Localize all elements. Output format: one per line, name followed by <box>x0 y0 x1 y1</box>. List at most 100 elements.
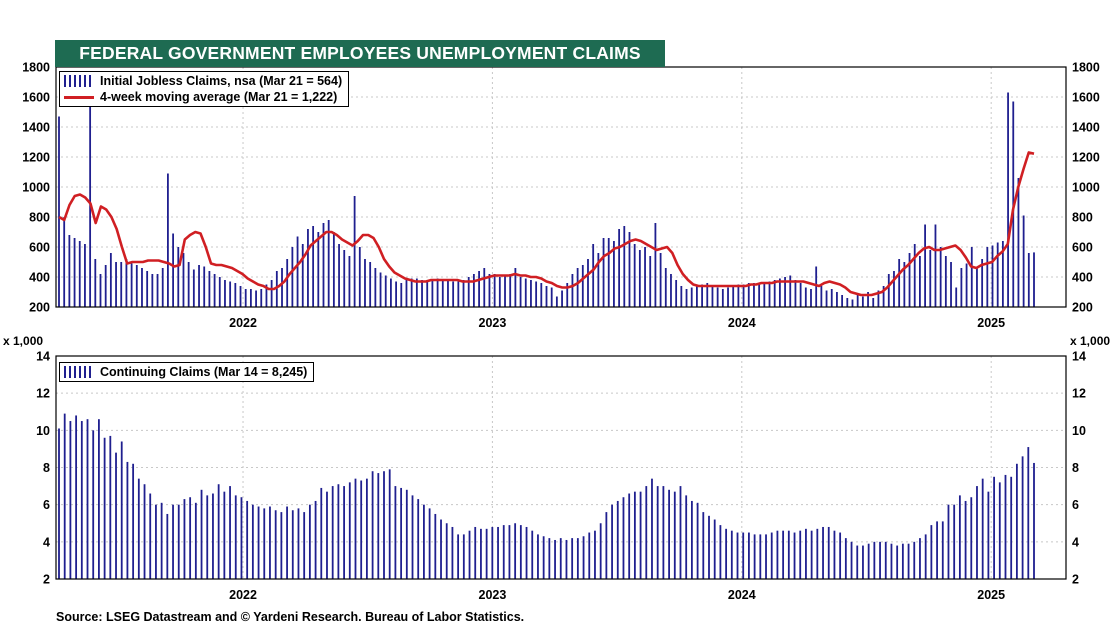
continuing-claims-bar <box>98 419 100 579</box>
initial-claims-bar <box>758 284 761 307</box>
continuing-claims-bar <box>314 500 317 579</box>
initial-claims-bar <box>820 286 823 307</box>
continuing-claims-bar <box>588 532 591 579</box>
initial-claims-bar <box>851 299 854 307</box>
plot-frame <box>55 355 1067 580</box>
initial-claims-bar <box>955 287 958 307</box>
initial-claims-bar <box>130 263 133 307</box>
continuing-claims-bar <box>423 504 425 579</box>
continuing-claims-bar <box>611 504 613 579</box>
initial-claims-bar <box>815 266 818 307</box>
continuing-claims-bar <box>514 523 517 579</box>
initial-claims-bar <box>913 244 916 307</box>
initial-claims-bar <box>307 229 309 307</box>
continuing-claims-bar <box>1033 462 1035 579</box>
continuing-claims-bar <box>901 543 904 579</box>
continuing-claims-bar <box>759 534 762 579</box>
initial-claims-bar <box>84 244 86 307</box>
initial-claims-bar <box>836 292 838 307</box>
continuing-claims-bar <box>805 528 807 579</box>
initial-claims-bar <box>182 253 185 307</box>
y-unit-label-left: x 1,000 <box>3 334 44 348</box>
continuing-claims-bar <box>177 504 180 579</box>
initial-claims-bar <box>742 284 745 307</box>
continuing-claims-bar <box>1027 447 1030 579</box>
continuing-claims-bar <box>839 532 842 579</box>
initial-claims-bar <box>1007 92 1009 307</box>
y-tick-label-right: 400 <box>1072 271 1093 285</box>
continuing-claims-bar <box>132 463 135 579</box>
chart-title: FEDERAL GOVERNMENT EMPLOYEES UNEMPLOYMEN… <box>55 40 665 67</box>
initial-claims-bar <box>664 268 667 307</box>
initial-claims-bar <box>498 277 501 307</box>
continuing-claims-bar <box>753 534 756 579</box>
initial-claims-bar <box>628 232 631 307</box>
continuing-claims-bar <box>702 512 705 579</box>
y-tick-label-left: 1800 <box>22 61 50 75</box>
initial-claims-bar <box>996 242 999 307</box>
moving-average-line <box>58 151 1035 297</box>
continuing-claims-bar <box>656 486 659 579</box>
initial-claims-bar <box>929 250 932 307</box>
initial-claims-bar <box>405 280 408 307</box>
initial-claims-bar <box>545 286 548 307</box>
bottom-legend: Continuing Claims (Mar 14 = 8,245) <box>59 362 315 382</box>
initial-claims-bar <box>462 280 465 307</box>
continuing-claims-bar <box>822 526 824 579</box>
y-tick-label-left: 6 <box>43 498 50 512</box>
initial-claims-bar <box>348 256 351 307</box>
continuing-claims-bar <box>599 523 602 579</box>
continuing-claims-bar <box>115 452 117 579</box>
initial-claims-bar <box>218 277 221 307</box>
continuing-claims-bar <box>565 539 568 579</box>
continuing-claims-bar <box>143 484 146 579</box>
initial-claims-bar <box>239 286 242 307</box>
initial-claims-bar <box>981 259 984 307</box>
continuing-claims-bar <box>206 495 209 580</box>
continuing-claims-bar <box>428 508 431 579</box>
continuing-claims-bar <box>958 495 961 580</box>
initial-claims-bar <box>882 286 885 307</box>
initial-claims-bar <box>530 280 532 307</box>
x-tick-label: 2025 <box>977 316 1005 330</box>
y-tick-label-right: 8 <box>1072 461 1079 475</box>
initial-claims-bar <box>161 268 164 307</box>
initial-claims-bar <box>379 272 382 307</box>
initial-claims-bar <box>950 262 952 307</box>
continuing-claims-bar <box>137 478 140 579</box>
initial-claims-bar <box>488 274 491 307</box>
legend-entry-continuing-claims: Continuing Claims (Mar 14 = 8,245) <box>64 364 307 380</box>
initial-claims-bar <box>177 247 180 307</box>
x-tick-label: 2022 <box>229 316 257 330</box>
initial-claims-bar <box>338 244 340 307</box>
initial-claims-bar <box>649 256 652 307</box>
continuing-claims-bar <box>787 530 790 579</box>
initial-claims-bar <box>789 275 792 307</box>
continuing-claims-bar <box>274 510 277 579</box>
initial-claims-bar <box>571 274 574 307</box>
initial-claims-bar <box>312 226 315 307</box>
initial-claims-bar <box>784 277 786 307</box>
initial-claims-bar <box>457 281 460 307</box>
continuing-claims-bar <box>651 478 653 579</box>
x-tick-label: 2024 <box>728 588 756 602</box>
continuing-claims-bar <box>936 521 938 579</box>
continuing-claims-bar <box>696 502 699 579</box>
continuing-claims-bar <box>816 528 819 579</box>
continuing-claims-bar <box>434 513 437 579</box>
continuing-claims-bar <box>679 486 682 579</box>
plot-frame <box>55 66 1067 308</box>
continuing-claims-bar <box>850 541 853 579</box>
initial-claims-bar <box>716 287 719 307</box>
continuing-claims-bar <box>616 500 619 579</box>
initial-claims-bar <box>472 274 475 307</box>
initial-claims-bar <box>514 268 517 307</box>
continuing-claims-bar <box>354 478 357 579</box>
continuing-claims-bar <box>474 526 477 579</box>
continuing-claims-bar <box>172 504 174 579</box>
initial-claims-bar <box>400 283 403 307</box>
legend-entry-moving-average: 4-week moving average (Mar 21 = 1,222) <box>64 89 342 105</box>
continuing-claims-bar <box>884 541 887 579</box>
initial-claims-bar <box>286 259 289 307</box>
y-tick-label-right: 200 <box>1072 301 1093 315</box>
